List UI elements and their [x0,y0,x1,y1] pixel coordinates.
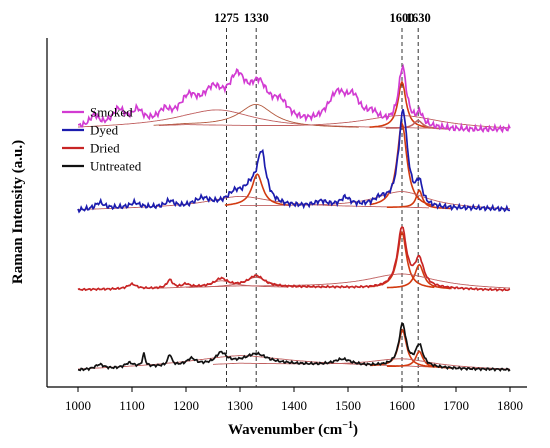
fit-curve-dried-2 [369,230,435,289]
peak-marker-label-1600: 1600 [390,11,415,25]
plot-axes [46,38,527,388]
series-line-dried [77,225,511,292]
fit-curve-dyed-3 [386,189,452,210]
fit-curve-dried-3 [386,263,452,290]
fit-curve-dyed-0 [78,195,429,210]
x-tick-label-1700: 1700 [443,398,469,413]
fit-curves [77,80,511,371]
fit-curve-dried-0 [153,280,289,289]
legend-label-untreated: Untreated [90,159,142,174]
fit-curve-smoked-4 [159,115,510,129]
fit-curve-dyed-4 [240,191,511,210]
fit-curve-dyed-2 [369,121,435,207]
y-axis-title: Raman Intensity (a.u.) [10,140,26,284]
x-tick-label-1600: 1600 [389,398,415,413]
series-line-smoked [78,63,511,134]
fit-curve-dyed-1 [224,173,290,207]
legend-label-smoked: Smoked [90,105,133,120]
legend-label-dried: Dried [90,141,120,156]
x-tick-label-1200: 1200 [173,398,199,413]
fit-curve-smoked-1 [153,103,359,128]
peak-marker-label-1275: 1275 [214,11,239,25]
x-tick-label-1300: 1300 [227,398,253,413]
x-tick-label-1100: 1100 [119,398,145,413]
series-line-untreated [77,322,511,372]
peak-marker-label-1630: 1630 [406,11,431,25]
x-tick-label-1800: 1800 [497,398,523,413]
fit-curve-smoked-2 [369,80,435,129]
fit-curve-dried-4 [186,273,510,289]
legend-label-dyed: Dyed [90,123,119,138]
x-tick-label-1400: 1400 [281,398,307,413]
x-axis-title: Wavenumber (cm−1) [228,420,358,438]
series-line-dyed [77,108,511,214]
spectra-lines [77,63,511,372]
x-axis-ticks: 1000 1100 1200 1300 1400 1500 1600 1700 1800 [65,387,523,413]
peak-marker-label-1330: 1330 [244,11,269,25]
legend: Smoked Dyed Dried Untreated [62,105,142,174]
fit-curve-untreated-3 [212,358,510,370]
x-tick-label-1500: 1500 [335,398,361,413]
x-tick-label-1000: 1000 [65,398,91,413]
